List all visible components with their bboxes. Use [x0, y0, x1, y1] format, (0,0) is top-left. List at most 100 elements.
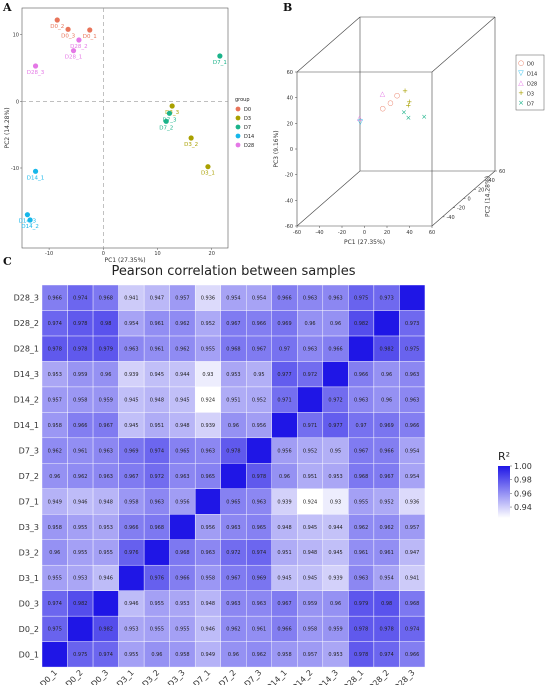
data-point	[32, 63, 39, 69]
heatmap-cell	[118, 615, 145, 642]
cell-value-label: 0.965	[252, 525, 266, 531]
cell-value-label: 0.965	[175, 448, 189, 454]
column-label: D14_1	[265, 668, 289, 685]
x-tick-label: 40	[406, 230, 412, 236]
z-tick-label: 20	[287, 121, 293, 127]
cell-value-label: 0.951	[277, 550, 291, 556]
heatmap-cell	[67, 284, 94, 311]
point-label: D14_3	[19, 219, 37, 225]
heatmap-cell	[41, 564, 68, 591]
heatmap-cell	[399, 615, 426, 642]
cell-value-label: 0.98	[100, 321, 111, 327]
cell-value-label: 0.945	[303, 576, 317, 582]
cell-value-label: 0.972	[150, 474, 164, 480]
heatmap-cell	[169, 437, 196, 464]
cell-value-label: 0.966	[354, 372, 368, 378]
cell-value-label: 0.973	[405, 321, 419, 327]
cell-value-label: 0.966	[175, 576, 189, 582]
row-label: D3_2	[19, 548, 39, 557]
cell-value-label: 0.958	[201, 576, 215, 582]
row-label: D0_3	[19, 599, 39, 608]
y-axis-label: PC2 (14.28%)	[485, 176, 492, 217]
cell-value-label: 0.97	[279, 346, 290, 352]
point-label: D0_1	[83, 34, 97, 40]
heatmap-cell	[297, 463, 324, 489]
data-point	[54, 17, 60, 23]
z-tick-label: 40	[287, 96, 293, 102]
cell-value-label: 0.963	[405, 397, 419, 403]
cell-value-label: 0.976	[150, 576, 164, 582]
heatmap-cell	[399, 361, 426, 388]
legend-entry: D7	[527, 102, 534, 108]
heatmap-cell	[92, 412, 119, 439]
point-label: D3_3	[165, 110, 179, 116]
heatmap-cell	[67, 412, 94, 439]
y-tick-label: 0	[468, 197, 471, 203]
heatmap-cell	[373, 361, 400, 388]
cell-value-label: 0.955	[124, 652, 138, 658]
heatmap-cell	[220, 310, 247, 337]
cell-value-label: 0.966	[405, 652, 419, 658]
cell-value-label: 0.953	[328, 652, 342, 658]
cell-value-label: 0.953	[328, 474, 342, 480]
point-label: D7_3	[162, 117, 176, 123]
heatmap-cell	[297, 361, 324, 388]
heatmap-cell	[41, 615, 68, 642]
y-tick-label: 40	[489, 178, 495, 184]
heatmap-cell	[118, 564, 145, 591]
cell-value-label: 0.949	[48, 499, 62, 505]
heatmap-cell	[143, 386, 170, 413]
heatmap-cell	[246, 615, 272, 642]
heatmap-cell	[246, 590, 272, 617]
cell-value-label: 0.982	[73, 601, 87, 607]
data-point: ×	[406, 114, 412, 122]
data-point	[65, 26, 71, 32]
point-label: D28_1	[65, 55, 82, 61]
point-label: D28_2	[70, 44, 87, 50]
data-point	[188, 135, 194, 141]
heatmap-cell	[194, 488, 221, 515]
heatmap-cell	[373, 310, 400, 337]
heatmap-cell	[297, 564, 324, 591]
cell-value-label: 0.953	[99, 525, 113, 531]
box-edge	[296, 16, 361, 73]
heatmap-cell	[118, 514, 145, 540]
legend-marker: ×	[518, 99, 524, 107]
heatmap-cell	[220, 615, 247, 642]
data-point	[217, 53, 223, 59]
heatmap-cell	[399, 463, 426, 489]
heatmap-cell	[399, 437, 426, 464]
pca-3d-plot: -60 -40 -20 0 20 40 60-40-2002040606040200-20-…	[273, 16, 545, 246]
data-point	[87, 27, 93, 33]
cell-value-label: 0.96	[49, 474, 60, 480]
heatmap-cell	[220, 514, 247, 540]
heatmap-cell	[194, 437, 221, 464]
heatmap-cell	[92, 361, 119, 388]
z-tick-label: -40	[285, 198, 293, 204]
heatmap-cell	[322, 463, 349, 489]
column-label: D3_1	[115, 668, 136, 685]
legend-entry: D0	[244, 107, 251, 113]
heatmap-cell	[246, 412, 272, 439]
cell-value-label: 0.965	[201, 474, 215, 480]
heatmap-cell	[169, 386, 196, 413]
cell-value-label: 0.96	[330, 601, 341, 607]
heatmap-cell	[67, 437, 94, 464]
column-label: D3_3	[166, 668, 187, 685]
cell-value-label: 0.975	[48, 627, 62, 633]
cell-value-label: 0.972	[303, 372, 317, 378]
cell-value-label: 0.941	[405, 576, 419, 582]
column-label: D0_1	[38, 668, 59, 685]
heatmap-cell	[194, 310, 221, 337]
cell-value-label: 0.977	[277, 372, 291, 378]
y-tick-label: -10	[11, 166, 19, 172]
heatmap-cell	[67, 514, 94, 540]
legend-swatch	[235, 142, 241, 148]
heatmap-cell	[399, 539, 426, 566]
cell-value-label: 0.979	[99, 346, 113, 352]
heatmap-cell	[118, 463, 145, 489]
legend-entry: D14	[244, 134, 254, 140]
heatmap-cell	[348, 590, 375, 617]
cell-value-label: 0.963	[303, 296, 317, 302]
heatmap-cell	[67, 564, 94, 591]
